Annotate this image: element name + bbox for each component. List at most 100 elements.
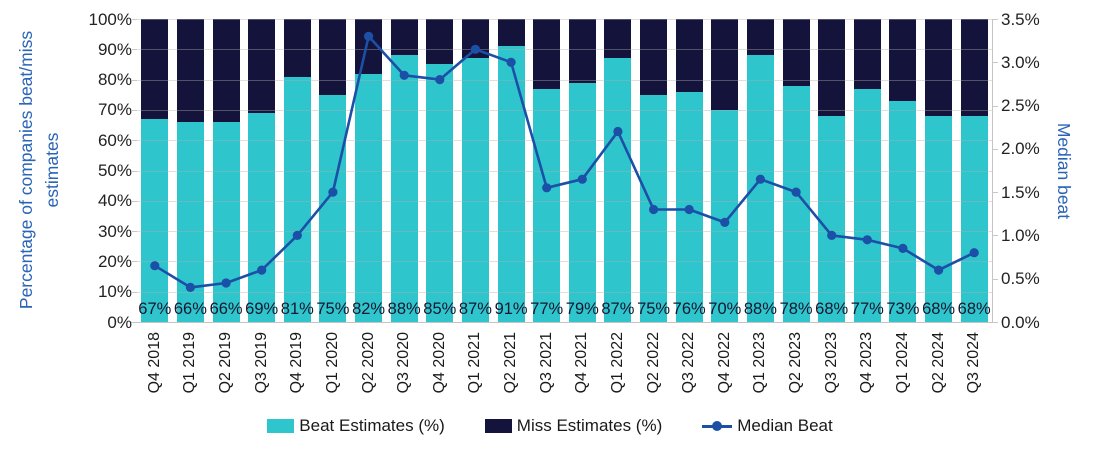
- left-axis-tick-label: 70%: [97, 100, 132, 120]
- legend-item-median-beat: Median Beat: [702, 416, 833, 436]
- beat-bar-segment: [853, 88, 881, 322]
- left-axis-tick-label: 20%: [97, 251, 132, 271]
- left-tick-mark: [132, 140, 137, 142]
- miss-bar-segment: [782, 19, 810, 86]
- right-axis-tick-label: 2.0%: [1001, 139, 1040, 159]
- miss-bar-segment: [604, 19, 632, 59]
- x-axis-tick-label: Q3 2022: [680, 332, 698, 394]
- x-axis-tick-label: Q4 2018: [145, 332, 163, 394]
- bar-value-label: 75%: [637, 300, 671, 318]
- beat-bar-segment: [568, 82, 596, 322]
- right-axis-tick-label: 0.5%: [1001, 269, 1040, 289]
- legend-label-median-beat: Median Beat: [737, 416, 833, 435]
- right-tick-mark: [992, 105, 998, 107]
- miss-bar-segment: [640, 19, 668, 95]
- x-axis-tick-label: Q2 2020: [359, 332, 377, 394]
- miss-bar-segment: [711, 19, 739, 110]
- miss-bar-segment: [497, 19, 525, 47]
- miss-bar-segment: [319, 19, 347, 95]
- miss-bar-segment: [426, 19, 454, 65]
- left-tick-mark: [132, 170, 137, 172]
- miss-bar-segment: [568, 19, 596, 83]
- miss-bar-segment: [355, 19, 383, 74]
- left-axis-tick-label: 10%: [97, 282, 132, 302]
- left-axis-tick-label: 80%: [97, 70, 132, 90]
- left-axis-tick-label: 90%: [97, 39, 132, 59]
- miss-bar-segment: [853, 19, 881, 89]
- x-axis-tick-label: Q4 2020: [430, 332, 448, 394]
- left-axis-tick-label: 0%: [107, 312, 132, 332]
- x-axis-tick-label: Q4 2021: [573, 332, 591, 394]
- x-axis-tick-label: Q3 2024: [965, 332, 983, 394]
- right-tick-mark: [992, 192, 998, 194]
- beat-bar-segment: [319, 94, 347, 323]
- beat-bar-segment: [283, 76, 311, 322]
- left-axis-tick-label: 100%: [88, 9, 132, 29]
- miss-bar-segment: [141, 19, 169, 119]
- gridline: [137, 49, 992, 51]
- left-axis-tick-label: 30%: [97, 221, 132, 241]
- x-axis-tick-label: Q1 2019: [181, 332, 199, 394]
- x-axis-tick-label: Q1 2023: [751, 332, 769, 394]
- bar-value-label: 78%: [779, 300, 813, 318]
- left-axis-tick-label: 50%: [97, 161, 132, 180]
- right-axis-tick-label: 3.5%: [1001, 9, 1040, 29]
- gridline: [137, 79, 992, 81]
- legend-item-beat-estimates: Beat Estimates (%): [267, 416, 445, 436]
- gridline: [137, 170, 992, 172]
- right-tick-mark: [992, 19, 998, 20]
- beat-bar-segment: [640, 94, 668, 323]
- x-axis-tick-label: Q4 2022: [715, 332, 733, 394]
- bar-value-label: 81%: [280, 300, 314, 318]
- beat-bar-segment: [746, 55, 774, 322]
- bar-value-label: 77%: [850, 300, 884, 318]
- miss-estimates-swatch-icon: [484, 419, 512, 433]
- x-axis-tick-label: Q2 2023: [787, 332, 805, 394]
- gridline: [137, 291, 992, 293]
- x-axis-tick-label: Q2 2019: [217, 332, 235, 394]
- bar-value-label: 82%: [352, 300, 386, 318]
- right-axis-tick-label: 0.0%: [1001, 312, 1040, 332]
- bar-value-label: 68%: [957, 300, 991, 318]
- bar-value-label: 87%: [458, 300, 492, 318]
- gridline: [137, 19, 992, 20]
- legend-label-miss: Miss Estimates (%): [516, 416, 663, 435]
- bar-value-label: 87%: [601, 300, 635, 318]
- left-tick-mark: [132, 79, 137, 81]
- miss-bar-segment: [818, 19, 846, 116]
- miss-bar-segment: [176, 19, 204, 122]
- x-axis-tick-label: Q1 2022: [608, 332, 626, 394]
- miss-bar-segment: [248, 19, 276, 113]
- x-axis-line: [131, 322, 997, 323]
- bar-value-label: 88%: [743, 300, 777, 318]
- bar-value-label: 69%: [245, 300, 279, 318]
- x-axis-tick-label: Q3 2021: [537, 332, 555, 394]
- miss-bar-segment: [925, 19, 953, 116]
- beat-bar-segment: [675, 91, 703, 322]
- right-tick-mark: [992, 148, 998, 150]
- beat-bar-segment: [390, 55, 418, 322]
- x-axis-tick-label: Q2 2024: [929, 332, 947, 394]
- beat-estimates-swatch-icon: [267, 419, 295, 433]
- left-tick-mark: [132, 291, 137, 293]
- right-axis-line: [992, 19, 993, 323]
- bar-value-label: 79%: [565, 300, 599, 318]
- x-axis-tick-label: Q3 2023: [822, 332, 840, 394]
- miss-bar-segment: [461, 19, 489, 59]
- miss-bar-segment: [533, 19, 561, 89]
- right-axis-tick-label: 1.5%: [1001, 182, 1040, 202]
- x-axis-tick-label: Q2 2022: [644, 332, 662, 394]
- legend: Beat Estimates (%) Miss Estimates (%) Me…: [0, 416, 1100, 436]
- left-axis-tick-label: 40%: [97, 191, 132, 211]
- gridline: [137, 200, 992, 202]
- bar-value-label: 76%: [672, 300, 706, 318]
- bar-value-label: 68%: [922, 300, 956, 318]
- bar-value-label: 77%: [530, 300, 564, 318]
- gridline: [137, 109, 992, 111]
- miss-bar-segment: [675, 19, 703, 92]
- beat-bar-segment: [497, 46, 525, 322]
- gridline: [137, 231, 992, 233]
- gridline: [137, 140, 992, 142]
